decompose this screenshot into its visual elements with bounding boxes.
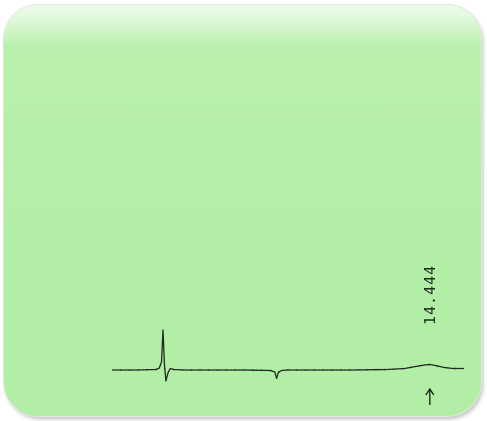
sample-point <box>392 368 395 370</box>
sample-point <box>163 368 166 370</box>
sample-point <box>190 369 193 371</box>
sample-point <box>357 369 360 371</box>
sample-point <box>445 366 448 369</box>
sample-point <box>199 369 201 371</box>
sample-point <box>172 368 175 371</box>
sample-point <box>234 369 237 371</box>
sample-point <box>436 365 439 367</box>
peak-label-0: 14.444 <box>421 265 439 325</box>
sample-point <box>375 368 377 371</box>
sample-point <box>287 369 289 371</box>
sample-point <box>313 369 316 371</box>
sample-point <box>322 369 325 371</box>
sample-point <box>216 369 219 371</box>
sample-point <box>366 368 369 371</box>
sample-point <box>454 367 457 370</box>
sample-point <box>260 369 263 372</box>
sample-point <box>155 368 157 371</box>
trace-group <box>112 329 464 382</box>
arrow-up-icon <box>425 387 435 405</box>
sample-point <box>128 369 131 371</box>
sample-point <box>401 367 404 370</box>
sample-point <box>427 363 430 366</box>
sample-point <box>331 369 333 371</box>
sample-point <box>304 369 307 371</box>
sample-point <box>410 366 413 369</box>
chart-panel: 14.444 <box>4 5 481 416</box>
sample-point <box>278 371 281 373</box>
sample-point <box>383 368 386 371</box>
sample-point <box>146 368 149 371</box>
sample-point <box>251 369 254 372</box>
sample-point <box>348 369 351 371</box>
sample-point <box>137 369 140 371</box>
series-line-0 <box>112 329 464 382</box>
sample-point <box>269 369 272 372</box>
sample-point <box>207 369 210 371</box>
chromatogram-plot: 14.444 <box>112 265 464 405</box>
sample-point <box>119 369 122 371</box>
peak-annotations: 14.444 <box>421 265 439 405</box>
sample-point <box>295 369 298 371</box>
baseline-dots <box>119 363 457 373</box>
sample-point <box>181 369 184 371</box>
sample-point <box>419 364 421 367</box>
sample-point <box>243 369 245 371</box>
sample-point <box>225 369 228 371</box>
sample-point <box>339 369 342 371</box>
